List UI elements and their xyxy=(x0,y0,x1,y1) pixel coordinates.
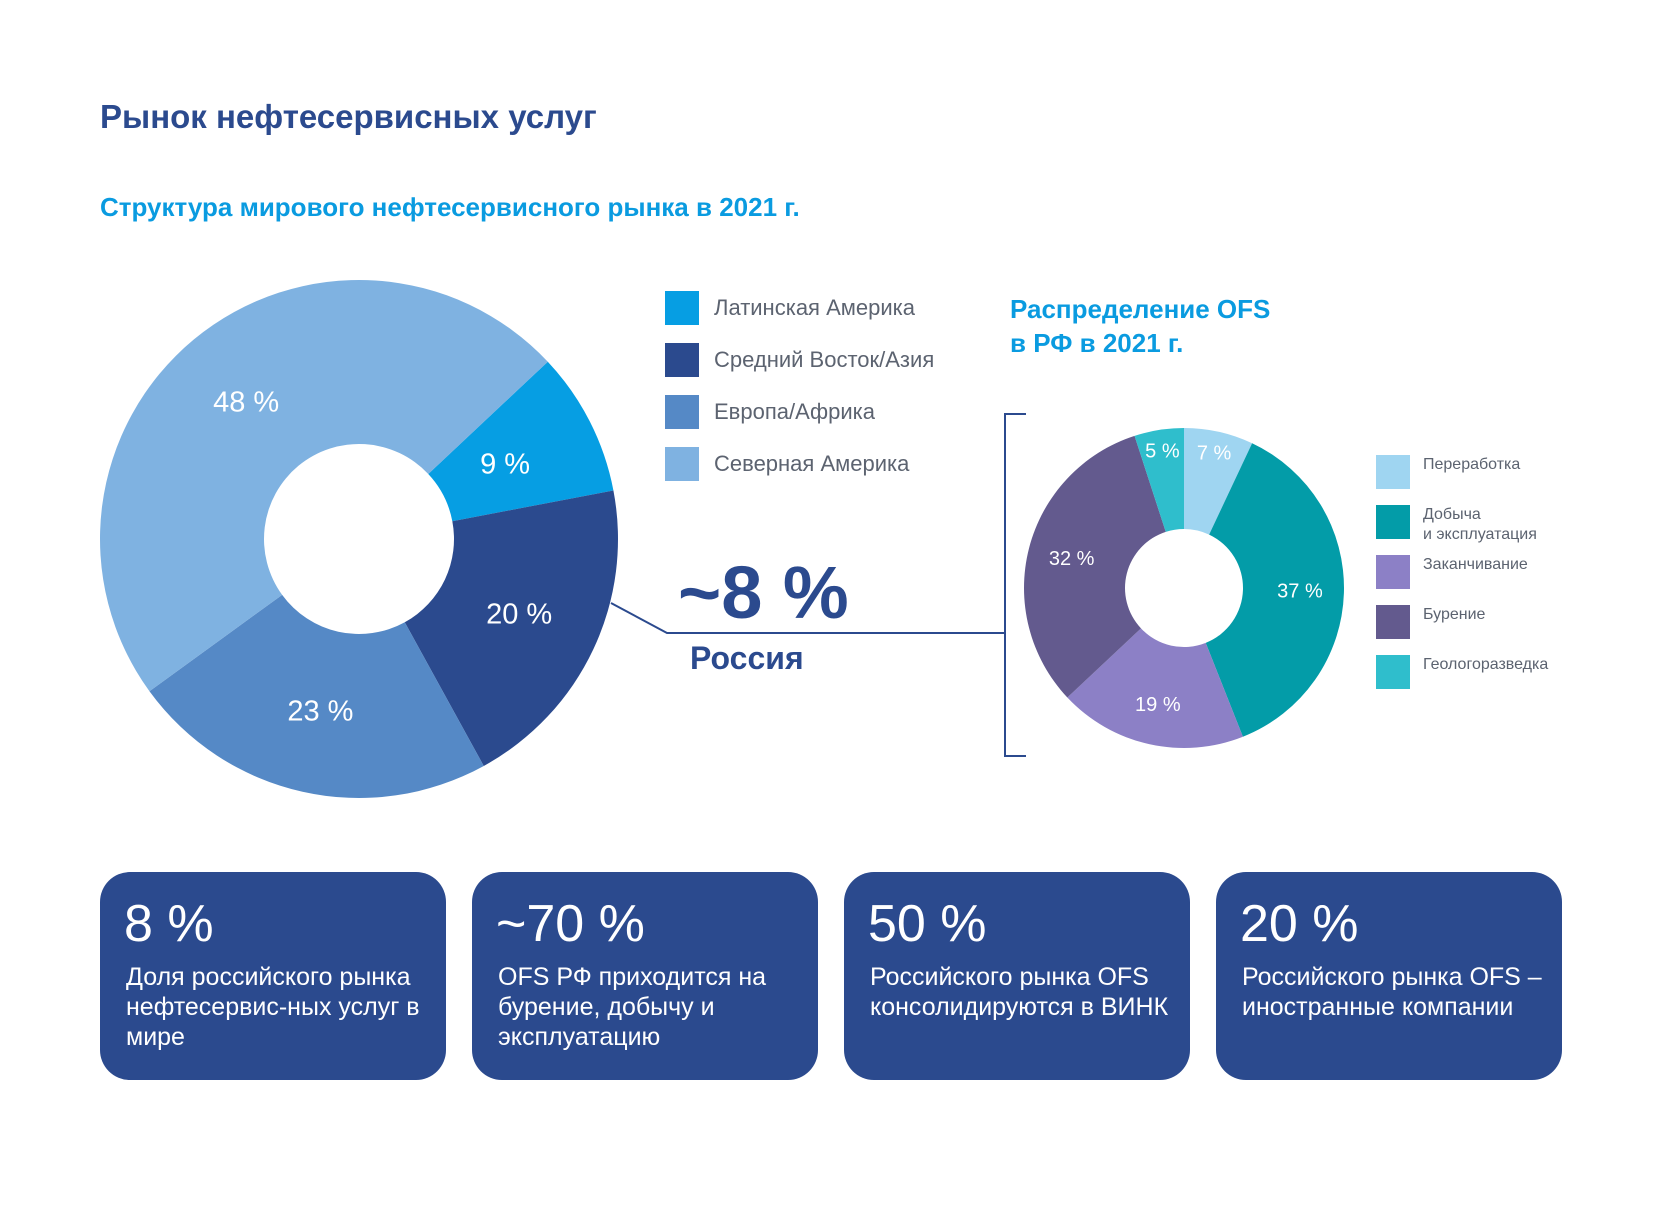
russia-ofs-value-label: 19 % xyxy=(1135,694,1181,716)
russia-ofs-slice xyxy=(1205,443,1344,737)
stat-value: 20 % xyxy=(1240,895,1359,953)
stat-description: Российского рынка OFS – иностранные комп… xyxy=(1242,963,1542,1021)
russia-ofs-slice xyxy=(1134,428,1184,532)
world-legend-item: Латинская Америка xyxy=(665,291,995,327)
russia-ofs-value-label: 5 % xyxy=(1145,441,1180,463)
russia-legend-label: Переработка xyxy=(1423,456,1521,473)
world-legend-swatch xyxy=(665,291,699,325)
stat-value: 8 % xyxy=(124,895,214,953)
stat-description: Российского рынка OFS консолидируются в … xyxy=(870,963,1169,1021)
russia-ofs-slice xyxy=(1184,428,1253,535)
world-market-slice xyxy=(149,594,484,798)
stat-value: ~70 % xyxy=(496,895,645,953)
russia-legend-item: Бурение xyxy=(1376,605,1636,641)
russia-legend-label: Геологоразведка xyxy=(1423,656,1549,673)
connector-line xyxy=(610,602,1005,634)
world-market-value-label: 23 % xyxy=(287,696,353,728)
world-legend-label: Латинская Америка xyxy=(714,295,915,320)
world-legend-label: Северная Америка xyxy=(714,451,910,476)
russia-legend-swatch xyxy=(1376,555,1410,589)
russia-legend-item: Заканчивание xyxy=(1376,555,1636,591)
chart-title-russia-line2: в РФ в 2021 г. xyxy=(1010,328,1184,358)
russia-legend-item: Переработка xyxy=(1376,455,1636,491)
world-legend-label: Европа/Африка xyxy=(714,399,875,424)
russia-ofs-value-label: 32 % xyxy=(1049,548,1095,570)
russia-legend-item: Геологоразведка xyxy=(1376,655,1636,691)
stat-card: 50 % Российского рынка OFS консолидируют… xyxy=(844,872,1190,1080)
russia-label: Россия xyxy=(690,640,804,676)
world-legend-swatch xyxy=(665,395,699,429)
russia-legend-swatch xyxy=(1376,455,1410,489)
world-legend-item: Северная Америка xyxy=(665,447,995,483)
russia-legend-swatch xyxy=(1376,655,1410,689)
world-market-value-label: 9 % xyxy=(480,449,530,481)
russia-ofs-value-label: 7 % xyxy=(1197,442,1232,464)
russia-ofs-slice xyxy=(1067,628,1243,748)
world-legend-swatch xyxy=(665,343,699,377)
stat-card: 20 % Российского рынка OFS – иностранные… xyxy=(1216,872,1562,1080)
world-legend-item: Средний Восток/Азия xyxy=(665,343,995,379)
russia-legend-label: Добыча и эксплуатация xyxy=(1423,506,1537,543)
chart-title-world: Структура мирового нефтесервисного рынка… xyxy=(100,192,800,222)
stat-card: 8 % Доля российского рынка нефтесервис-н… xyxy=(100,872,446,1080)
stat-card: ~70 % OFS РФ приходится на бурение, добы… xyxy=(472,872,818,1080)
world-market-value-label: 48 % xyxy=(213,387,279,419)
russia-legend-label: Заканчивание xyxy=(1423,556,1528,573)
stat-description: Доля российского рынка нефтесервис-ных у… xyxy=(126,963,420,1051)
page-title: Рынок нефтесервисных услуг xyxy=(100,98,597,135)
stat-value: 50 % xyxy=(868,895,987,953)
russia-ofs-donut: 7 % 37 % 19 % 32 % 5 % xyxy=(1024,428,1344,748)
world-market-slice xyxy=(99,279,548,692)
russia-share-value: ~8 % xyxy=(678,551,849,634)
chart-title-russia-line1: Распределение OFS xyxy=(1010,294,1271,324)
world-market-slice xyxy=(428,361,614,522)
russia-ofs-value-label: 37 % xyxy=(1277,581,1323,603)
world-market-slice xyxy=(404,490,618,766)
russia-legend-item: Добыча и эксплуатация xyxy=(1376,505,1636,543)
chart-title-russia: Распределение OFS в РФ в 2021 г. xyxy=(1010,292,1270,360)
stat-description: OFS РФ приходится на бурение, добычу и э… xyxy=(498,963,767,1051)
world-market-donut: 9 % 20 % 23 % 48 % xyxy=(99,279,618,798)
world-market-value-label: 20 % xyxy=(486,598,552,630)
bracket-line xyxy=(1004,413,1026,757)
russia-legend-swatch xyxy=(1376,505,1410,539)
russia-legend-label: Бурение xyxy=(1423,606,1486,623)
world-legend-swatch xyxy=(665,447,699,481)
russia-legend-swatch xyxy=(1376,605,1410,639)
russia-ofs-slice xyxy=(1024,435,1166,698)
world-legend-label: Средний Восток/Азия xyxy=(714,347,935,372)
world-legend-item: Европа/Африка xyxy=(665,395,995,431)
